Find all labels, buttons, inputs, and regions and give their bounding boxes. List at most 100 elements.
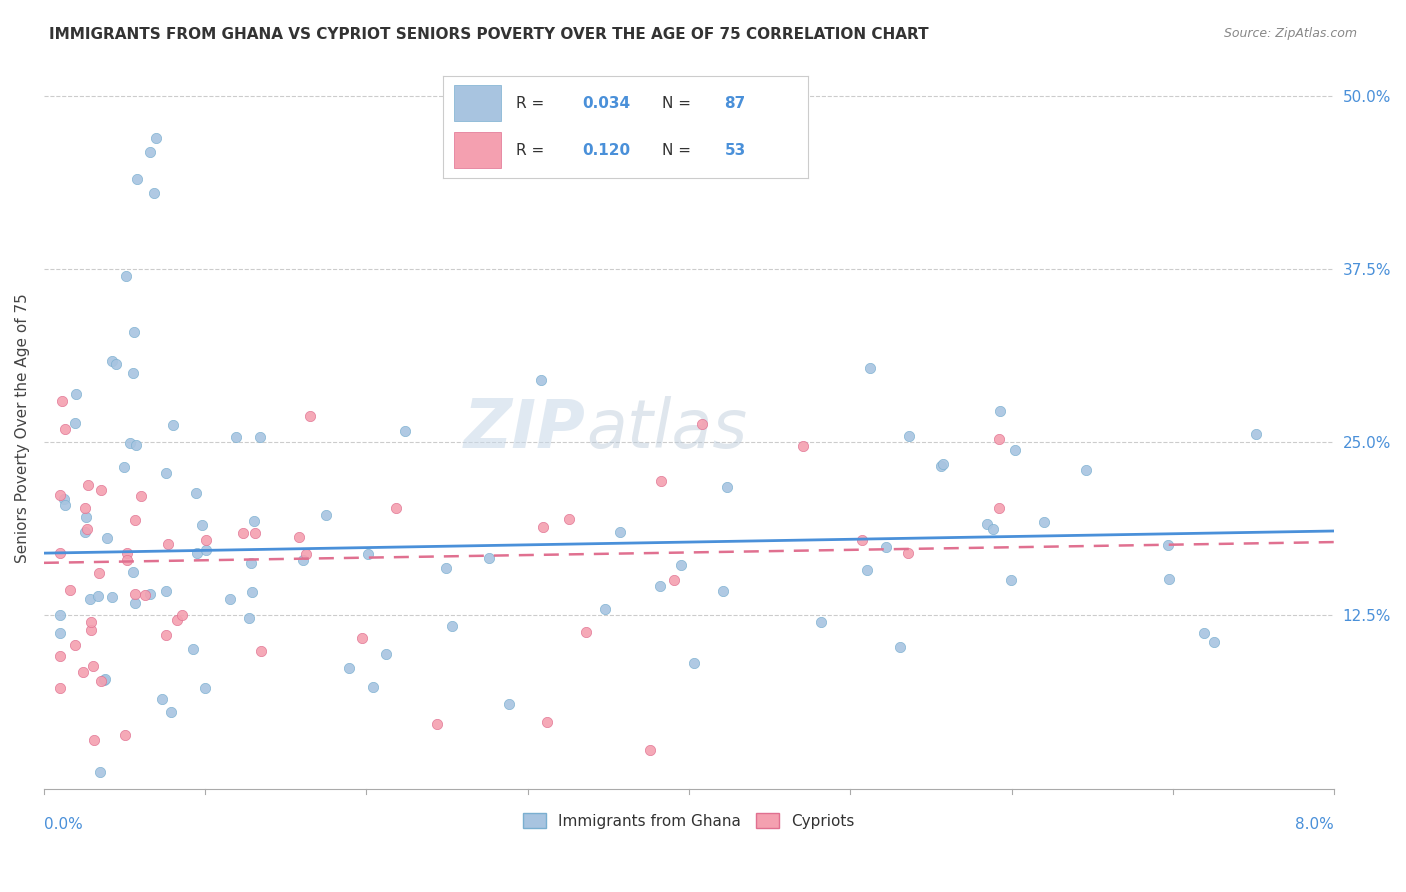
Point [114, 728, 136, 742]
Point [53, 498, 76, 512]
Point [976, 517, 998, 532]
Point [664, 574, 686, 588]
Point [49, 608, 72, 623]
Point [1192, 625, 1215, 640]
Point [792, 439, 814, 453]
Text: R =: R = [516, 96, 550, 111]
Point [361, 680, 384, 694]
Point [291, 552, 314, 566]
Point [76, 522, 98, 536]
Point [593, 602, 616, 616]
Point [80, 615, 103, 629]
Point [810, 615, 832, 629]
Point [889, 640, 911, 654]
Point [170, 607, 193, 622]
Text: 0.0%: 0.0% [44, 817, 83, 832]
Point [49, 626, 72, 640]
Point [299, 409, 322, 424]
Point [94, 672, 117, 686]
Point [716, 481, 738, 495]
Point [63, 417, 86, 431]
Point [75, 509, 97, 524]
Point [530, 373, 553, 387]
Point [981, 522, 1004, 536]
Point [115, 552, 138, 566]
Point [988, 403, 1011, 417]
Point [531, 520, 554, 534]
Point [858, 360, 880, 375]
Point [87, 589, 110, 603]
Point [139, 587, 162, 601]
Point [90, 483, 112, 498]
Point [692, 417, 714, 431]
Point [59, 583, 82, 598]
Point [186, 485, 208, 500]
Point [186, 546, 208, 560]
Point [558, 512, 581, 526]
Point [124, 586, 146, 600]
Point [288, 530, 311, 544]
Point [150, 691, 173, 706]
Point [243, 514, 266, 528]
Text: 53: 53 [724, 144, 745, 158]
Text: N =: N = [662, 96, 696, 111]
Point [79, 624, 101, 638]
Point [987, 501, 1010, 516]
Text: 0.120: 0.120 [582, 144, 630, 158]
Point [245, 526, 267, 541]
Point [138, 145, 160, 159]
Point [79, 592, 101, 607]
Point [87, 566, 110, 581]
Point [155, 584, 177, 599]
Text: N =: N = [662, 144, 696, 158]
Point [112, 460, 135, 475]
Point [162, 417, 184, 432]
Point [49, 649, 72, 664]
Point [987, 432, 1010, 446]
Point [105, 357, 128, 371]
Point [536, 715, 558, 730]
Point [125, 172, 148, 186]
Point [124, 437, 146, 451]
Point [315, 508, 337, 522]
Point [155, 466, 177, 480]
Point [53, 421, 76, 435]
Point [51, 393, 73, 408]
Point [295, 547, 318, 561]
Point [73, 501, 96, 516]
Point [711, 584, 734, 599]
Point [134, 588, 156, 602]
Point [195, 533, 218, 548]
Point [89, 765, 111, 780]
Bar [454, 132, 502, 168]
Point [181, 641, 204, 656]
Text: 0.034: 0.034 [582, 96, 630, 111]
Bar [454, 85, 502, 121]
Point [155, 628, 177, 642]
Point [1157, 538, 1180, 552]
Point [1202, 635, 1225, 649]
Point [384, 501, 406, 516]
Point [357, 547, 380, 561]
Point [156, 537, 179, 551]
Point [114, 269, 136, 284]
Point [238, 611, 260, 625]
Point [93, 673, 115, 688]
Point [65, 387, 87, 401]
Point [352, 631, 374, 645]
Point [498, 698, 520, 712]
Point [122, 565, 145, 579]
Point [650, 474, 672, 488]
Point [1157, 572, 1180, 586]
Point [100, 590, 122, 604]
Point [337, 661, 360, 675]
Text: 8.0%: 8.0% [1295, 817, 1334, 832]
Legend: Immigrants from Ghana, Cypriots: Immigrants from Ghana, Cypriots [517, 806, 860, 835]
Text: R =: R = [516, 144, 550, 158]
Point [1076, 463, 1098, 477]
Point [76, 478, 98, 492]
Point [195, 542, 218, 557]
Point [239, 556, 262, 570]
Point [478, 551, 501, 566]
Point [897, 546, 920, 560]
